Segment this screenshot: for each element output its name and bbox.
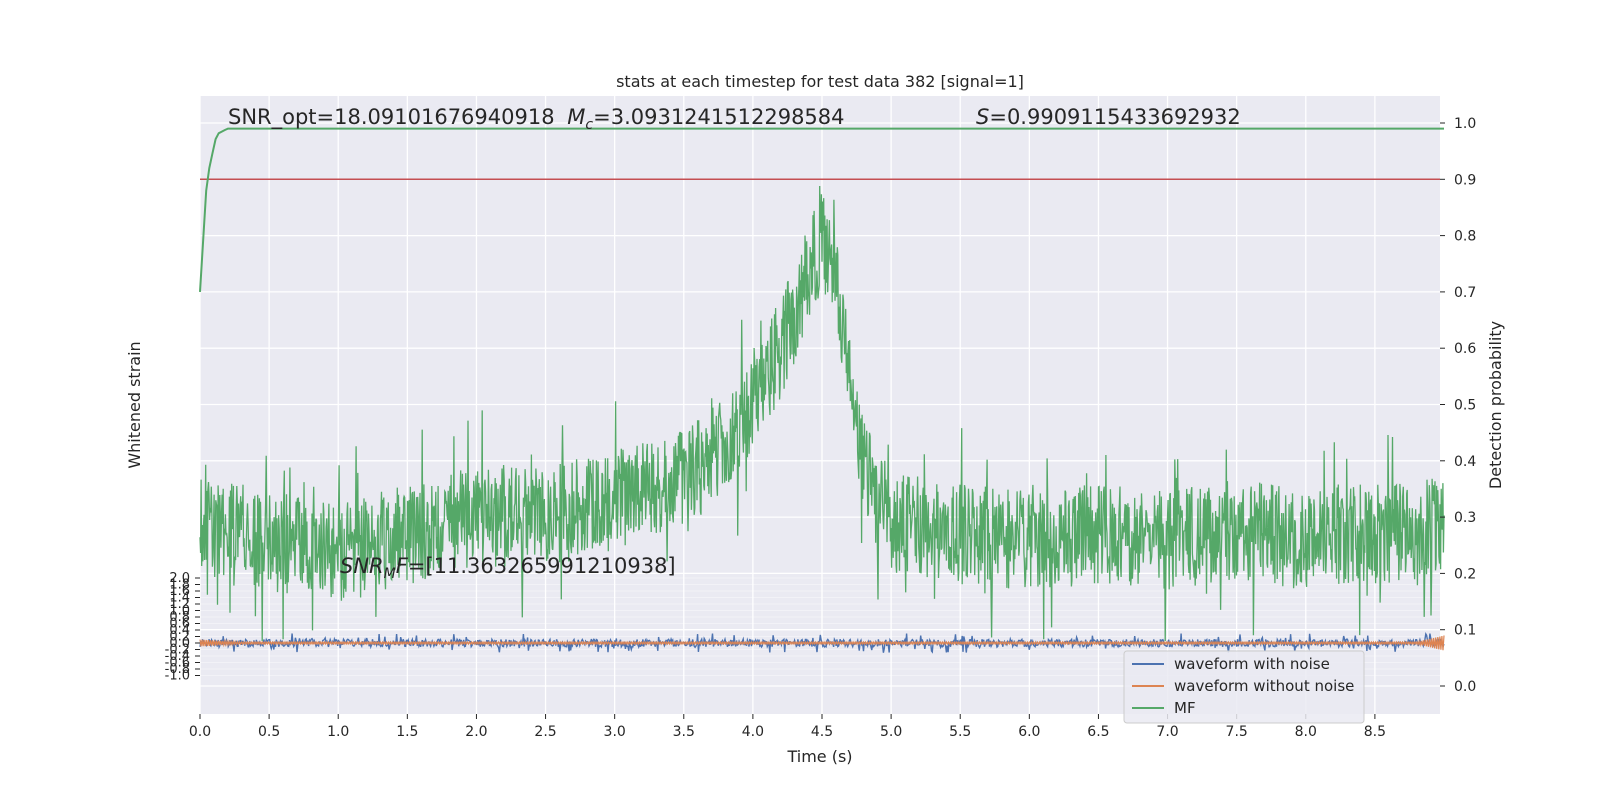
y-axis-label-left: Whitened strain [125, 341, 144, 468]
x-tick-label: 7.0 [1156, 724, 1178, 740]
y-left-tick-label: 0.6 [169, 617, 190, 632]
x-tick-label: 6.5 [1087, 724, 1109, 740]
snr-opt-annotation: SNR_opt=18.09101676940918 Mc=3.093124151… [228, 105, 845, 133]
x-tick-label: 5.0 [880, 724, 902, 740]
x-tick-label: 1.0 [327, 724, 349, 740]
y-left-tick-label: 0.4 [169, 623, 190, 638]
y-left-tick-label: -0.6 [165, 656, 190, 671]
y-right-tick-label: 0.7 [1454, 285, 1476, 301]
y-right-tick-label: 0.3 [1454, 510, 1476, 526]
x-axis-label: Time (s) [786, 747, 852, 766]
s-annotation: S=0.9909115433692932 [976, 105, 1241, 129]
y-left-tick-label: 1.6 [169, 584, 190, 599]
y-left-tick-label: -0.4 [165, 649, 190, 664]
series-detection-probability-line [199, 185, 1445, 642]
x-tick-label: 2.5 [534, 724, 556, 740]
y-left-tick-label: 2.0 [169, 571, 190, 586]
legend: waveform with noise waveform without noi… [1123, 650, 1365, 724]
series-clean-line [199, 635, 1445, 651]
y-left-tick-label: -1.0 [165, 669, 190, 684]
x-tick-label: 3.0 [604, 724, 626, 740]
series-group [199, 127, 1445, 654]
x-tick-label: 8.0 [1295, 724, 1317, 740]
legend-label-clean: waveform without noise [1174, 677, 1354, 695]
y-left-tick-label: -0.2 [165, 643, 190, 658]
y-left-tick-label: 0.2 [169, 630, 190, 645]
y-right-tick-label: 0.2 [1454, 566, 1476, 582]
y-left-tick-label: -0.8 [165, 662, 190, 677]
x-tick-label: 0.5 [258, 724, 280, 740]
tick-labels: 0.0 0.5 1.0 1.5 2.0 2.5 3.0 3.5 4.0 4.5 5.0 5.5 6.0 6… [165, 116, 1477, 740]
legend-label-mf: MF [1174, 699, 1196, 717]
y-right-tick-label: 0.8 [1454, 229, 1476, 245]
y-right-tick-label: 0.4 [1454, 454, 1476, 470]
y-right-tick-label: 0.9 [1454, 172, 1476, 188]
x-tick-label: 3.5 [673, 724, 695, 740]
y-left-tick-label: 0.0 [169, 636, 190, 651]
x-tick-label: 4.5 [811, 724, 833, 740]
snr-mf-annotation: SNRMF=[11.363265991210938] [340, 554, 676, 582]
y-left-tick-label: 1.0 [169, 604, 190, 619]
y-left-tick-label: 0.8 [169, 610, 190, 625]
x-tick-label: 6.0 [1018, 724, 1040, 740]
y-right-tick-label: 0.6 [1454, 341, 1476, 357]
y-right-tick-label: 1.0 [1454, 116, 1476, 132]
x-tick-label: 5.5 [949, 724, 971, 740]
legend-label-noise: waveform with noise [1174, 655, 1330, 673]
x-tick-label: 0.0 [189, 724, 211, 740]
y-left-tick-label: 1.2 [169, 597, 190, 612]
x-tick-label: 1.5 [396, 724, 418, 740]
x-tick-label: 2.0 [465, 724, 487, 740]
chart-title: stats at each timestep for test data 382… [616, 72, 1024, 91]
legend-box [1123, 650, 1365, 724]
series-mf-line [199, 127, 1444, 292]
x-tick-label: 4.0 [742, 724, 764, 740]
x-tick-label: 8.5 [1364, 724, 1386, 740]
y-axis-label-right: Detection probability [1486, 321, 1505, 489]
y-right-tick-label: 0.5 [1454, 398, 1476, 414]
y-left-tick-label: 1.8 [169, 578, 190, 593]
y-left-tick-label: 1.4 [169, 591, 190, 606]
y-right-tick-label: 0.1 [1454, 623, 1476, 639]
y-right-tick-label: 0.0 [1454, 679, 1476, 695]
x-tick-label: 7.5 [1226, 724, 1248, 740]
